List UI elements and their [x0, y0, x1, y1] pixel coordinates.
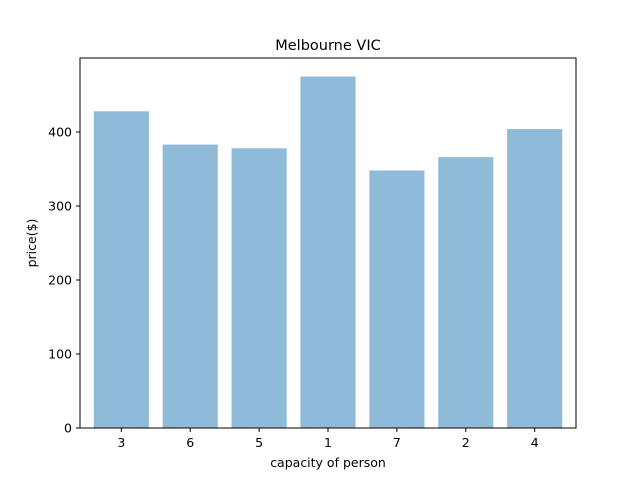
- bar-6: [162, 144, 218, 428]
- x-tick-label: 7: [393, 435, 401, 450]
- y-tick-label: 100: [48, 347, 72, 362]
- y-tick-label: 300: [48, 199, 72, 214]
- x-tick-label: 2: [462, 435, 470, 450]
- x-tick-label: 1: [324, 435, 332, 450]
- x-tick-label: 4: [531, 435, 539, 450]
- bar-3: [93, 111, 149, 428]
- y-tick-label: 400: [48, 125, 72, 140]
- bar-2: [438, 157, 494, 428]
- y-axis-label: price($): [24, 219, 39, 268]
- x-tick-label: 6: [186, 435, 194, 450]
- x-axis-label: capacity of person: [270, 455, 386, 470]
- bars-layer: [93, 76, 563, 429]
- y-axis: 0 100 200 300 400: [48, 125, 80, 436]
- chart-title: Melbourne VIC: [275, 38, 380, 54]
- y-tick-label: 0: [64, 421, 72, 436]
- y-tick-label: 200: [48, 273, 72, 288]
- bar-5: [231, 148, 287, 428]
- x-tick-label: 3: [117, 435, 125, 450]
- bar-7: [369, 170, 425, 429]
- x-axis: 3 6 5 1 7 2 4: [117, 428, 539, 450]
- bar-1: [300, 76, 356, 428]
- x-tick-label: 5: [255, 435, 263, 450]
- bar-4: [507, 129, 563, 429]
